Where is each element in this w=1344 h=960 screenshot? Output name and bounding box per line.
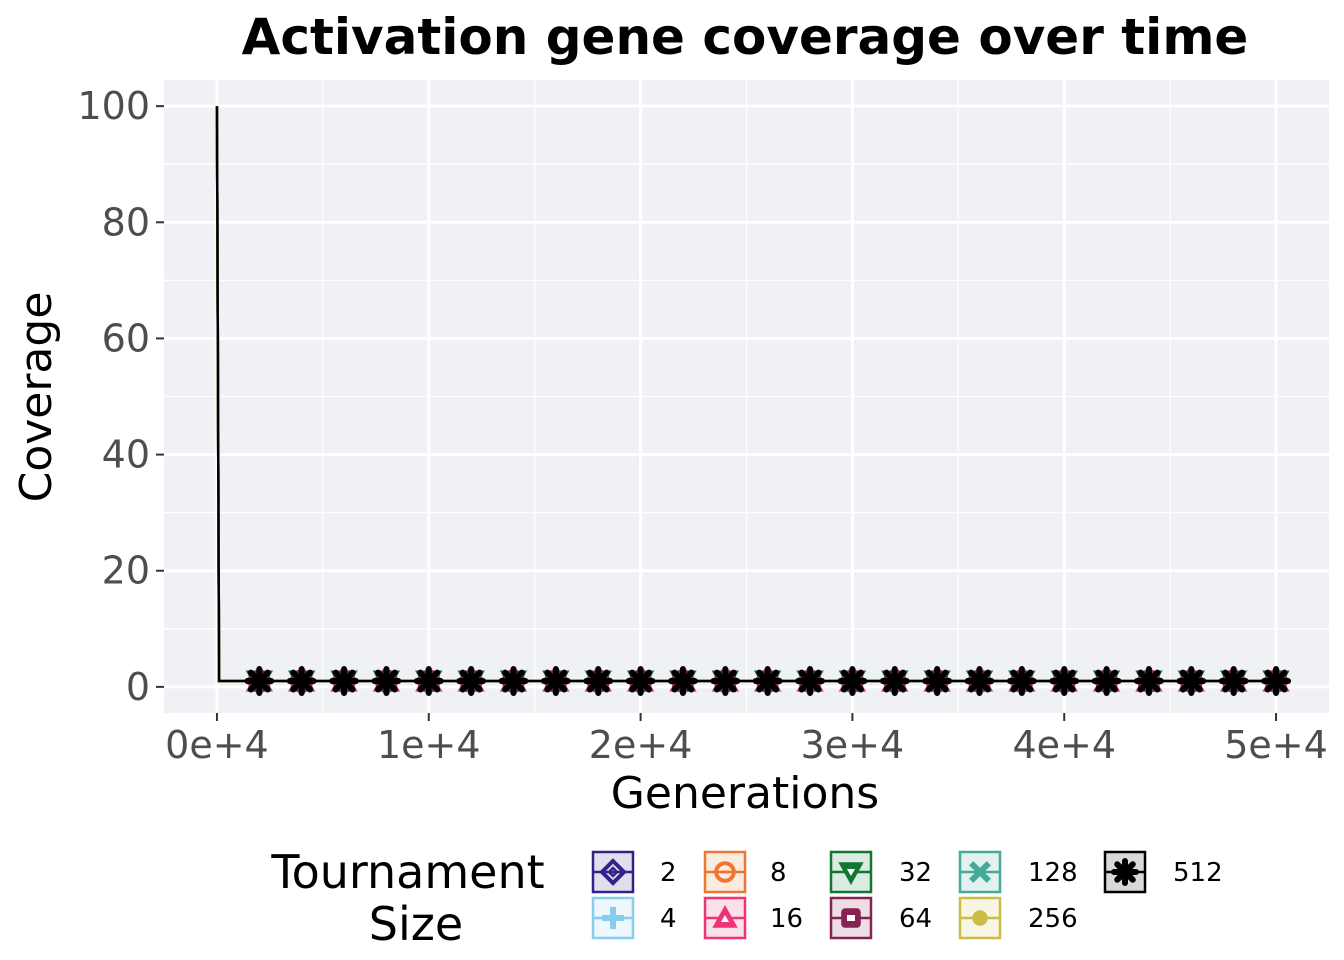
legend-label-256: 256 — [1028, 904, 1078, 934]
legend-item-64: 64 — [829, 896, 932, 940]
data-point-512-2 — [244, 666, 275, 697]
data-point-512-17 — [879, 666, 910, 697]
y-tick-label-2: 40 — [102, 433, 150, 477]
y-tick-label-5: 100 — [77, 84, 150, 128]
x-tick-label-5: 5e+4 — [1224, 723, 1328, 767]
data-point-512-6 — [413, 666, 444, 697]
data-point-512-16 — [837, 666, 868, 697]
y-tick-label-0: 0 — [126, 665, 150, 709]
x-tick-label-3: 3e+4 — [801, 723, 905, 767]
legend-keys: 2 4 8 16 32 64 128 256 512 — [591, 850, 1223, 940]
legend-key-marker-128 — [969, 861, 991, 883]
legend-item-16: 16 — [703, 896, 803, 940]
data-point-512-12 — [667, 666, 698, 697]
x-axis-title: Generations — [611, 768, 879, 819]
data-point-512-10 — [583, 666, 614, 697]
data-point-512-4 — [329, 666, 360, 697]
legend-item-256: 256 — [958, 896, 1078, 940]
data-point-512-14 — [752, 666, 783, 697]
legend-label-8: 8 — [770, 858, 787, 888]
x-axis: 0e+4 1e+4 2e+4 3e+4 4e+4 5e+4 — [165, 713, 1328, 767]
data-point-512-11 — [625, 666, 656, 697]
data-point-512-3 — [286, 666, 317, 697]
data-point-512-21 — [1049, 666, 1080, 697]
legend-label-4: 4 — [660, 904, 677, 934]
legend-item-128: 128 — [958, 850, 1078, 894]
legend-item-512: 512 — [1103, 850, 1223, 894]
y-tick-label-1: 20 — [102, 549, 150, 593]
legend-key-marker-2 — [599, 858, 627, 886]
legend-item-4: 4 — [591, 896, 677, 940]
x-tick-label-0: 0e+4 — [165, 723, 269, 767]
data-point-512-13 — [710, 666, 741, 697]
legend-title-line-2: Size — [369, 897, 463, 951]
data-point-512-26 — [1261, 666, 1292, 697]
legend-item-8: 8 — [703, 850, 787, 894]
legend-title-line-1: Tournament — [270, 845, 544, 899]
data-point-512-24 — [1176, 666, 1207, 697]
data-point-512-20 — [1006, 666, 1037, 697]
data-point-512-22 — [1091, 666, 1122, 697]
y-tick-label-3: 60 — [102, 316, 150, 360]
x-tick-label-4: 4e+4 — [1012, 723, 1116, 767]
marker-layer — [244, 666, 1292, 697]
y-axis-title: Coverage — [11, 292, 62, 503]
chart-title: Activation gene coverage over time — [242, 8, 1249, 66]
data-point-512-7 — [456, 666, 487, 697]
data-point-512-9 — [540, 666, 571, 697]
data-point-512-19 — [964, 666, 995, 697]
data-point-512-5 — [371, 666, 402, 697]
y-axis: 0 20 40 60 80 100 — [77, 84, 164, 709]
legend-label-2: 2 — [660, 858, 677, 888]
legend-key-marker-4 — [602, 907, 624, 929]
data-point-512-8 — [498, 666, 529, 697]
x-tick-label-2: 2e+4 — [589, 723, 693, 767]
data-point-512-15 — [795, 666, 826, 697]
legend-item-2: 2 — [591, 850, 677, 894]
legend: Tournament Size 2 4 8 16 32 64 128 256 512 — [270, 845, 1222, 951]
legend-key-marker-256 — [972, 910, 988, 926]
legend-label-128: 128 — [1028, 858, 1078, 888]
data-point-512-25 — [1218, 666, 1249, 697]
legend-label-32: 32 — [899, 858, 932, 888]
legend-label-64: 64 — [899, 904, 932, 934]
legend-key-marker-8 — [714, 861, 736, 883]
data-point-512-18 — [922, 666, 953, 697]
data-point-512-23 — [1133, 666, 1164, 697]
legend-label-512: 512 — [1173, 858, 1223, 888]
legend-label-16: 16 — [770, 904, 803, 934]
y-tick-label-4: 80 — [102, 200, 150, 244]
x-tick-label-1: 1e+4 — [377, 723, 481, 767]
legend-item-32: 32 — [829, 850, 932, 894]
